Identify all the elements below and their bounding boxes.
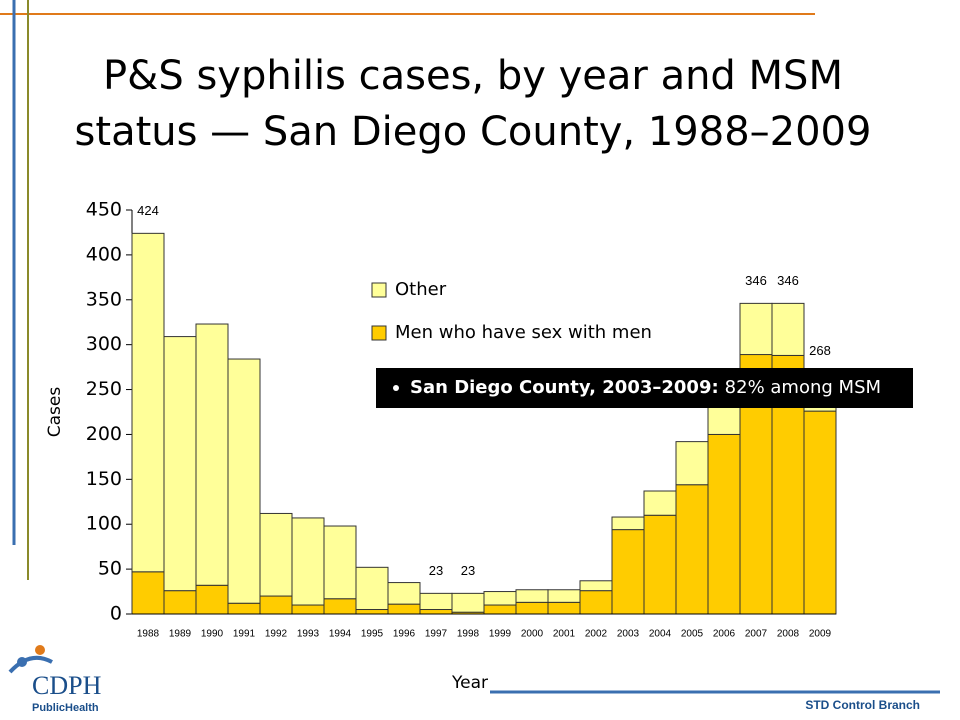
legend-label: Men who have sex with men — [395, 322, 652, 343]
x-tick-label: 2009 — [809, 629, 832, 640]
bar-segment — [323, 525, 357, 600]
data-label: 424 — [137, 203, 159, 218]
x-tick-label: 2005 — [681, 629, 704, 640]
x-axis-label: Year — [451, 673, 488, 693]
bar-segment — [483, 604, 517, 615]
bar-segment — [163, 590, 197, 615]
bar-segment — [131, 232, 165, 573]
x-tick-label: 1996 — [393, 629, 416, 640]
y-tick-label: 450 — [86, 199, 122, 221]
bar-segment — [259, 512, 293, 597]
bar-segment — [227, 602, 261, 615]
y-tick-label: 0 — [110, 603, 122, 625]
bar-segment — [227, 358, 261, 604]
y-tick-label: 350 — [86, 288, 122, 310]
x-tick-label: 2000 — [521, 629, 544, 640]
bar-segment — [803, 410, 837, 615]
y-tick-label: 400 — [86, 243, 122, 265]
x-tick-label: 1989 — [169, 629, 192, 640]
bar-segment — [579, 590, 613, 615]
annotation-bullet — [393, 385, 399, 391]
x-tick-label: 1998 — [457, 629, 480, 640]
bar-segment — [355, 609, 389, 615]
bar-segment — [451, 592, 485, 613]
y-axis-label: Cases — [45, 387, 65, 438]
x-tick-label: 2008 — [777, 629, 800, 640]
bar-segment — [291, 517, 325, 606]
bar-segment — [291, 604, 325, 615]
y-tick-label: 300 — [86, 333, 122, 355]
legend-swatch — [371, 282, 387, 298]
bar-segment — [387, 603, 421, 615]
bar-segment — [643, 514, 677, 615]
bar-segment — [611, 516, 645, 531]
bar-segment — [163, 336, 197, 592]
data-label: 23 — [429, 563, 443, 578]
logo-name: CDPH — [32, 671, 102, 700]
bar-segment — [195, 584, 229, 615]
footer: STD Control Branch — [805, 698, 920, 712]
annotation-bold: San Diego County, 2003–2009: — [410, 377, 719, 398]
bar-segment — [515, 601, 549, 615]
bar-segment — [675, 484, 709, 615]
logo-swoosh — [8, 655, 53, 674]
data-label: 346 — [777, 273, 799, 288]
x-tick-label: 1999 — [489, 629, 512, 640]
bar-segment — [739, 302, 773, 356]
bar-segment — [547, 601, 581, 615]
bar-segment — [419, 592, 453, 611]
bar-segment — [547, 589, 581, 603]
legend-label: Other — [395, 279, 447, 300]
y-tick-label: 50 — [98, 558, 122, 580]
bar-segment — [771, 302, 805, 356]
x-tick-label: 2004 — [649, 629, 672, 640]
bar-segment — [643, 490, 677, 516]
x-tick-label: 2001 — [553, 629, 576, 640]
bar-segment — [579, 580, 613, 592]
x-tick-label: 1992 — [265, 629, 288, 640]
bar-segment — [419, 609, 453, 615]
bar-segment — [259, 595, 293, 615]
logo: CDPH PublicHealth — [8, 645, 102, 714]
x-tick-label: 2003 — [617, 629, 640, 640]
x-tick-label: 1990 — [201, 629, 224, 640]
bar-segment — [323, 598, 357, 615]
data-label: 268 — [809, 343, 831, 358]
y-tick-label: 200 — [86, 423, 122, 445]
bar-segment — [611, 529, 645, 615]
data-label: 23 — [461, 563, 475, 578]
x-tick-label: 1993 — [297, 629, 320, 640]
bar-segment — [483, 591, 517, 606]
x-tick-label: 1997 — [425, 629, 448, 640]
annotation: San Diego County, 2003–2009: 82% among MS… — [410, 377, 881, 398]
x-tick-label: 2002 — [585, 629, 608, 640]
chart-title: P&S syphilis cases, by year and MSM — [103, 53, 843, 99]
x-tick-label: 1988 — [137, 629, 160, 640]
bar-segment — [131, 571, 165, 615]
annotation-box — [376, 368, 913, 408]
y-tick-label: 100 — [86, 513, 122, 535]
bar-segment — [387, 582, 421, 605]
bar-segment — [707, 433, 741, 615]
logo-subtitle: PublicHealth — [32, 702, 99, 714]
x-tick-label: 1991 — [233, 629, 256, 640]
y-tick-label: 150 — [86, 468, 122, 490]
annotation-text: 82% among MSM — [725, 377, 881, 398]
logo-dot — [35, 645, 45, 655]
x-tick-label: 1994 — [329, 629, 352, 640]
x-tick-label: 2007 — [745, 629, 768, 640]
chart-title: status — San Diego County, 1988–2009 — [75, 109, 872, 155]
bar-segment — [355, 566, 389, 611]
data-label: 346 — [745, 273, 767, 288]
bar-segment — [195, 323, 229, 586]
x-tick-label: 1995 — [361, 629, 384, 640]
bar-segment — [675, 441, 709, 486]
legend-swatch — [371, 325, 387, 341]
y-tick-label: 250 — [86, 378, 122, 400]
x-tick-label: 2006 — [713, 629, 736, 640]
bar-segment — [515, 589, 549, 603]
